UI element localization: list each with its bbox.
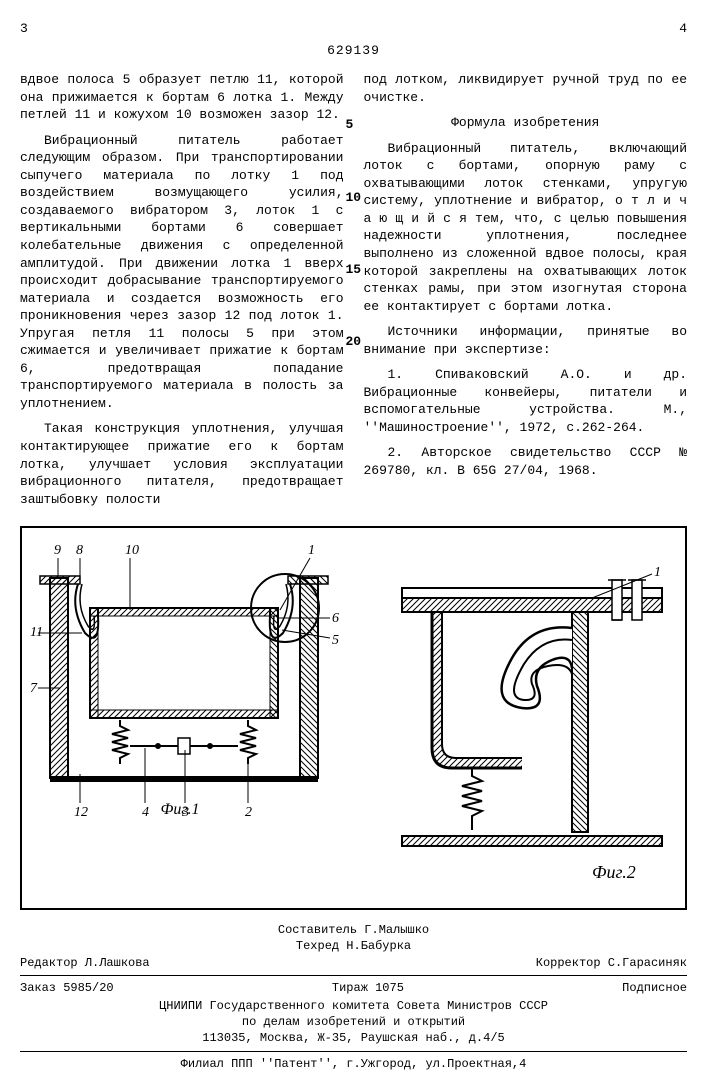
left-column: вдвое полоса 5 образует петлю 11, которо…: [20, 71, 344, 516]
footer-org2: по делам изобретений и открытий: [20, 1014, 687, 1030]
footer-org1: ЦНИИПИ Государственного комитета Совета …: [20, 998, 687, 1014]
svg-text:12: 12: [74, 805, 88, 820]
svg-text:7: 7: [30, 681, 38, 696]
svg-text:10: 10: [125, 543, 139, 558]
svg-text:1: 1: [654, 565, 661, 580]
patent-number: 629139: [20, 42, 687, 60]
footer: Составитель Г.Малышко Техред Н.Бабурка Р…: [20, 922, 687, 1072]
footer-addr: 113035, Москва, Ж-35, Раушская наб., д.4…: [20, 1030, 687, 1046]
line-number: 15: [346, 261, 362, 279]
svg-text:9: 9: [54, 543, 61, 558]
para: Вибрационный питатель работает следующим…: [20, 132, 344, 413]
svg-text:6: 6: [332, 611, 339, 626]
editor: Редактор Л.Лашкова: [20, 955, 150, 971]
page-numbers: 3 4: [20, 20, 687, 38]
sources-title: Источники информации, принятые во вниман…: [364, 323, 688, 358]
body-columns: вдвое полоса 5 образует петлю 11, которо…: [20, 71, 687, 516]
page-right: 4: [679, 20, 687, 38]
para: вдвое полоса 5 образует петлю 11, которо…: [20, 71, 344, 124]
svg-text:5: 5: [332, 633, 339, 648]
page-left: 3: [20, 20, 28, 38]
fig2-label: Фиг.2: [592, 862, 636, 882]
para: Такая конструкция уплотнения, улучшая ко…: [20, 420, 344, 508]
fig1: 9 8 10 1 6 5 11 7 12 4 3 2 Фиг.1: [30, 543, 339, 820]
corrector: Корректор С.Гарасиняк: [536, 955, 687, 971]
svg-text:11: 11: [30, 625, 43, 640]
fig2: 1 Фиг.2: [402, 565, 662, 882]
para: под лотком, ликвидирует ручной труд по е…: [364, 71, 688, 106]
source: 1. Спиваковский А.О. и др. Вибрационные …: [364, 366, 688, 436]
fig1-label: Фиг.1: [161, 801, 200, 818]
svg-text:4: 4: [142, 805, 149, 820]
svg-text:8: 8: [76, 543, 83, 558]
right-column: 5 10 15 20 под лотком, ликвидирует ручно…: [364, 71, 688, 516]
para: Вибрационный питатель, включающий лоток …: [364, 140, 688, 315]
footer-branch: Филиал ППП ''Патент'', г.Ужгород, ул.Про…: [20, 1056, 687, 1072]
svg-text:2: 2: [245, 805, 252, 820]
line-number: 5: [346, 116, 354, 134]
figures-panel: 9 8 10 1 6 5 11 7 12 4 3 2 Фиг.1: [20, 526, 687, 910]
order: Заказ 5985/20: [20, 980, 114, 996]
svg-text:1: 1: [308, 543, 315, 558]
footer-compiler: Составитель Г.Малышко Техред Н.Бабурка: [20, 922, 687, 954]
line-number: 20: [346, 333, 362, 351]
source: 2. Авторское свидетельство СССР № 269780…: [364, 444, 688, 479]
formula-title: Формула изобретения: [364, 114, 688, 132]
line-number: 10: [346, 189, 362, 207]
figures-svg: 9 8 10 1 6 5 11 7 12 4 3 2 Фиг.1: [22, 528, 685, 904]
tirage: Тираж 1075: [332, 980, 404, 996]
subscription: Подписное: [622, 980, 687, 996]
